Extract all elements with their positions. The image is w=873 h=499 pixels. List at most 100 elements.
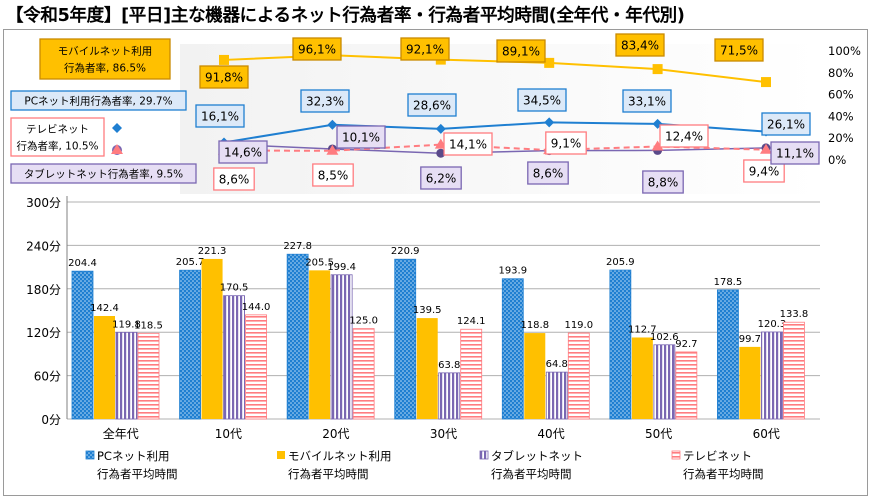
overall-rate-label: PCネット利用行為者率, 29.7%	[24, 95, 172, 108]
rate-label-tablet: 6,2%	[426, 172, 457, 186]
bar-tv	[352, 328, 375, 420]
bar-value-label: 99.7	[739, 334, 761, 345]
overall-rate-label: 行為者率, 10.5%	[16, 140, 98, 153]
rate-label-pc: 33,1%	[628, 95, 666, 109]
bar-tv	[567, 332, 590, 420]
bar-value-label: 124.1	[457, 316, 486, 327]
time-tick-label: 0分	[41, 413, 61, 427]
bar-value-label: 92.7	[675, 339, 697, 350]
legend-label: 行為者平均時間	[491, 467, 572, 481]
rate-marker-tv	[760, 143, 772, 154]
rate-label-pc: 26,1%	[767, 118, 805, 132]
rate-label-tv-box	[213, 167, 255, 191]
rate-label-mobile-box	[496, 39, 546, 63]
rate-label-pc: 34,5%	[523, 94, 561, 108]
rate-label-tv: 12,4%	[665, 130, 703, 144]
bar-value-label: 205.9	[606, 257, 635, 268]
rate-label-tv-box	[743, 159, 785, 183]
rate-label-tablet: 11,1%	[776, 147, 814, 161]
rate-label-pc-box	[300, 89, 350, 113]
legend-swatch-tv	[671, 450, 681, 460]
bar-mobile	[631, 337, 653, 419]
rate-marker-pc	[652, 118, 663, 129]
legend-label: モバイルネット利用	[288, 449, 392, 463]
legend-swatch-pc	[85, 450, 95, 460]
rate-marker-pc	[327, 119, 338, 130]
rate-label-tablet-box	[218, 140, 268, 164]
chart-frame	[3, 29, 868, 496]
rate-marker-mobile	[544, 57, 555, 68]
bar-value-label: 125.0	[349, 316, 378, 327]
rate-marker-mobile	[219, 54, 229, 65]
rate-label-pc-box	[517, 88, 567, 112]
rate-label-mobile: 83,4%	[621, 39, 659, 53]
legend-swatch-tablet	[479, 450, 489, 460]
rate-tick-label: 40%	[828, 109, 854, 123]
rate-line-tablet	[223, 143, 767, 154]
rate-label-mobile: 96,1%	[298, 43, 336, 57]
legend-label: 行為者平均時間	[683, 467, 764, 481]
bar-pc	[609, 269, 632, 420]
rate-label-mobile-box	[292, 37, 342, 61]
bar-value-label: 64.8	[546, 359, 568, 370]
rate-label-tv: 8,5%	[318, 169, 349, 183]
bar-mobile	[94, 315, 115, 419]
bar-tablet	[653, 344, 676, 420]
bar-value-label: 102.6	[650, 332, 679, 343]
category-label: 全年代	[103, 426, 139, 441]
legend-label: 行為者平均時間	[97, 467, 178, 481]
bar-tablet	[545, 371, 568, 420]
rate-label-mobile: 71,5%	[720, 44, 758, 58]
bar-pc	[394, 258, 417, 420]
bar-value-label: 119.0	[564, 320, 593, 331]
bar-tv	[675, 351, 698, 420]
overall-marker-pc	[112, 123, 122, 133]
time-tick-label: 120分	[26, 326, 61, 340]
rate-marker-tv	[326, 144, 339, 155]
time-tick-label: 60分	[34, 370, 61, 384]
category-label: 40代	[537, 427, 564, 441]
rate-tick-label: 100%	[828, 44, 861, 58]
rate-label-mobile-box	[714, 38, 764, 62]
rate-label-tv: 9,4%	[749, 165, 780, 179]
rate-label-tv: 8,6%	[219, 173, 250, 187]
rate-label-tablet-box	[770, 141, 820, 165]
bar-value-label: 63.8	[438, 360, 460, 371]
bar-value-label: 142.4	[90, 303, 119, 314]
bar-value-label: 205.5	[305, 257, 334, 268]
rate-label-tablet-box	[420, 166, 462, 190]
bar-tablet	[223, 295, 245, 420]
rate-label-pc-box	[761, 112, 811, 136]
rate-label-pc: 32,3%	[306, 95, 344, 109]
rate-label-mobile-box	[615, 33, 665, 57]
overall-rate-callout-mobile	[39, 38, 171, 80]
bar-value-label: 170.5	[220, 283, 249, 294]
bar-tv	[783, 321, 805, 420]
time-tick-label: 180分	[26, 283, 61, 297]
legend-label: タブレットネット	[491, 449, 583, 463]
rate-label-pc: 16,1%	[201, 110, 239, 124]
rate-label-tablet: 8,8%	[648, 176, 679, 190]
rate-label-tablet-box	[642, 170, 684, 194]
rate-label-tv-box	[443, 132, 493, 156]
rate-marker-tv	[651, 140, 664, 151]
category-label: 50代	[645, 427, 672, 441]
bar-mobile	[309, 270, 331, 419]
time-tick-label: 300分	[26, 196, 61, 210]
bar-pc	[71, 270, 94, 420]
rate-label-tv: 14,1%	[449, 138, 487, 152]
bar-tablet	[115, 331, 138, 420]
bar-mobile	[201, 258, 223, 419]
bar-value-label: 227.8	[283, 241, 312, 252]
category-label: 20代	[322, 427, 349, 441]
bar-tablet	[330, 274, 353, 420]
bar-value-label: 133.8	[780, 309, 809, 320]
rate-label-tablet: 10,1%	[342, 131, 380, 145]
bar-pc	[717, 289, 739, 420]
bar-tv	[460, 328, 483, 420]
bar-value-label: 112.7	[628, 324, 657, 335]
rate-marker-pc	[435, 123, 446, 134]
category-label: 10代	[215, 427, 242, 441]
overall-rate-callout-tv	[10, 117, 105, 157]
rate-marker-mobile	[761, 77, 771, 88]
